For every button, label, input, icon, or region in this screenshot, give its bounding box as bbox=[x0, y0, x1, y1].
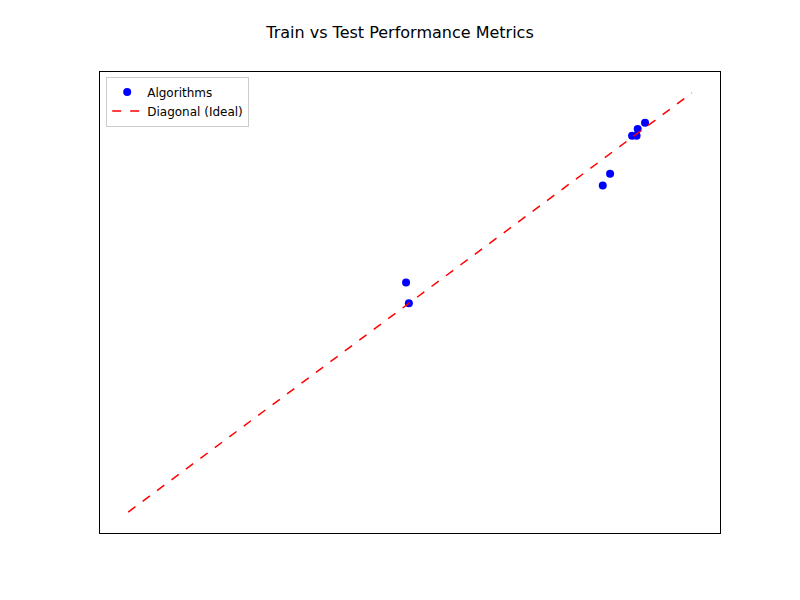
svg-text:Diagonal (Ideal): Diagonal (Ideal) bbox=[147, 105, 243, 119]
svg-text:Algorithms: Algorithms bbox=[147, 86, 212, 100]
svg-text:Train vs Test Performance Metr: Train vs Test Performance Metrics bbox=[265, 23, 534, 42]
